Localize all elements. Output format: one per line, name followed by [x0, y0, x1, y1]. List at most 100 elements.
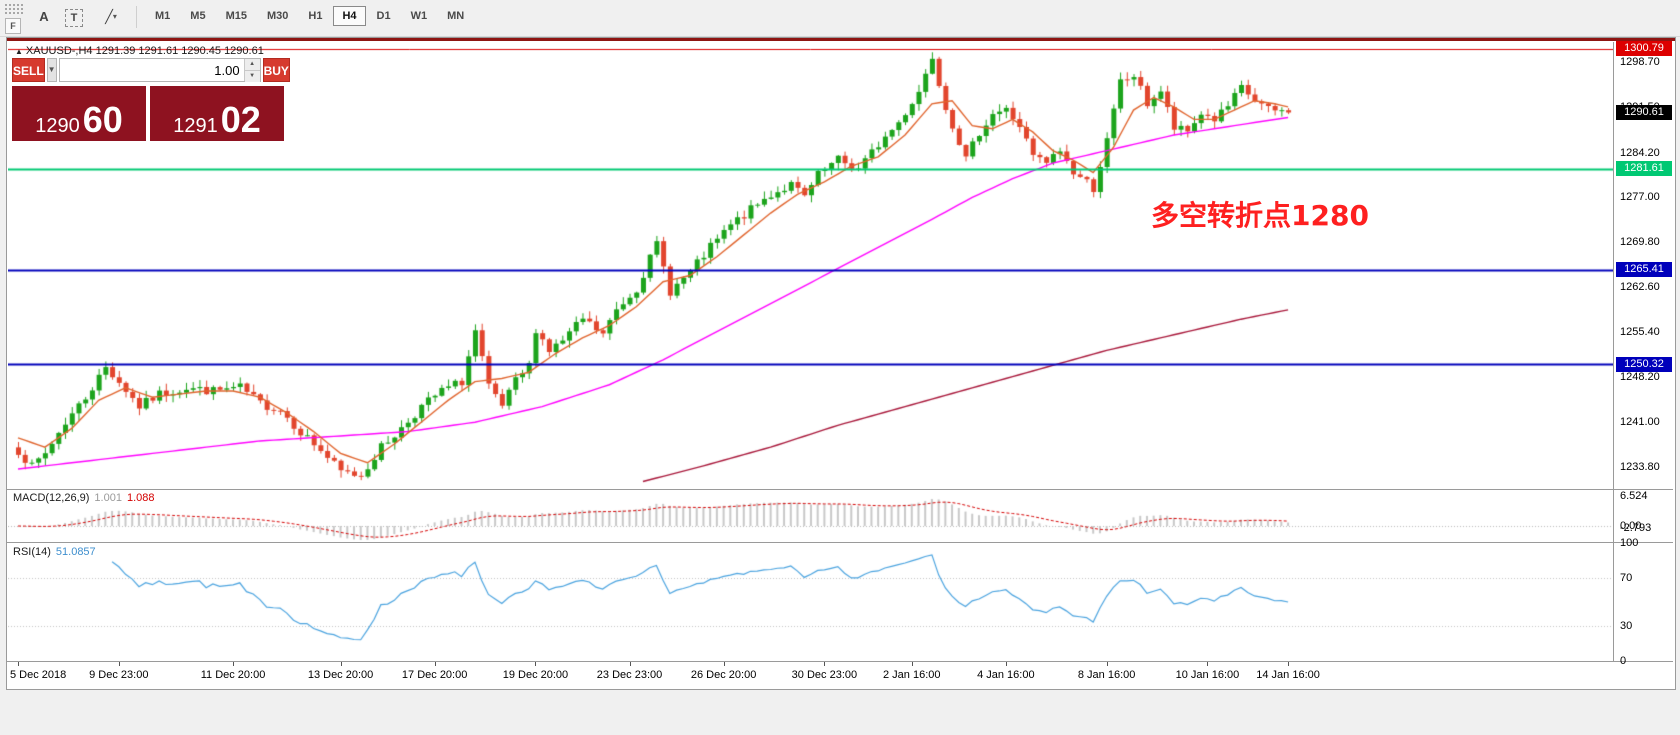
- rsi-axis-label: 30: [1620, 619, 1633, 632]
- chart-window: 1298.701291.501284.201277.001269.801262.…: [6, 37, 1676, 690]
- time-tick-mark: [118, 662, 120, 666]
- time-tick-mark: [1288, 662, 1290, 666]
- timeframe-button-m15[interactable]: M15: [225, 10, 247, 22]
- timeframe-button-m30[interactable]: M30: [266, 10, 289, 22]
- time-tick-mark: [233, 662, 235, 666]
- timeframe-button-h4[interactable]: H4: [333, 6, 366, 26]
- price-line-badge: 1250.32: [1616, 356, 1672, 372]
- volume-field: ▲ ▼: [58, 58, 261, 82]
- chart-top-border: [7, 38, 1675, 41]
- macd-value-1: 1.001: [94, 492, 122, 504]
- time-tick-mark: [629, 662, 631, 666]
- macd-indicator-canvas[interactable]: [8, 490, 1613, 542]
- chart-text-annotation[interactable]: 多空转折点1280: [1151, 199, 1369, 232]
- timeframe-button-h1[interactable]: H1: [308, 10, 323, 22]
- time-tick-label: 19 Dec 20:00: [502, 669, 569, 681]
- chevron-down-icon: ▾: [112, 12, 117, 21]
- rsi-axis-label: 0: [1620, 655, 1627, 667]
- toolbar-drag-handle-icon[interactable]: [4, 3, 24, 15]
- time-tick-label: 2 Jan 16:00: [883, 669, 941, 681]
- time-tick-mark: [535, 662, 537, 666]
- price-tick-label: 1269.80: [1620, 236, 1660, 249]
- rsi-indicator-label: RSI(14) 51.0857: [13, 546, 96, 558]
- time-tick-label: 26 Dec 20:00: [690, 669, 757, 681]
- timeframe-group: M1 M5 M15 M30 H1 H4 D1 W1 MN: [146, 6, 473, 26]
- time-axis[interactable]: 5 Dec 2018 9 Dec 23:00 11 Dec 20:00 13 Dec …: [7, 662, 1613, 688]
- time-tick-label: 23 Dec 23:00: [596, 669, 663, 681]
- price-tick-label: 1248.20: [1620, 371, 1660, 384]
- time-tick-label: 10 Jan 16:00: [1175, 669, 1240, 681]
- price-tick-label: 1298.70: [1620, 55, 1660, 68]
- volume-dropdown-button[interactable]: ▼: [46, 58, 57, 82]
- price-tick-label: 1255.40: [1620, 326, 1660, 339]
- rsi-axis-label: 100: [1620, 537, 1639, 549]
- time-tick-label: 8 Jan 16:00: [1077, 669, 1136, 681]
- time-tick-mark: [1005, 662, 1007, 666]
- time-tick-label: 30 Dec 23:00: [791, 669, 858, 681]
- buy-price-display[interactable]: 1291 02: [150, 86, 284, 141]
- symbol-ohlc: 1291.39 1291.61 1290.45 1290.61: [95, 45, 264, 57]
- spinner-down-icon[interactable]: ▼: [244, 71, 260, 82]
- panel-separator[interactable]: [7, 661, 1673, 662]
- symbol-arrow-icon: ▲: [15, 47, 23, 56]
- volume-input[interactable]: [59, 59, 244, 81]
- time-tick-mark: [434, 662, 436, 666]
- text-label-tool-icon[interactable]: A: [39, 9, 49, 24]
- panel-separator[interactable]: [7, 542, 1673, 543]
- macd-name: MACD(12,26,9): [13, 492, 90, 504]
- axis-separator: [1613, 42, 1614, 661]
- toolbar-separator: [136, 6, 137, 28]
- macd-axis-label: 0.00: [1620, 520, 1642, 532]
- price-tick-label: 1284.20: [1620, 146, 1660, 159]
- timeframe-button-w1[interactable]: W1: [410, 10, 428, 22]
- timeframe-button-d1[interactable]: D1: [376, 10, 391, 22]
- sell-button[interactable]: SELL: [12, 58, 45, 82]
- price-tick-label: 1262.60: [1620, 281, 1660, 294]
- line-tool-dropdown-icon[interactable]: ╱▾: [94, 5, 128, 29]
- time-tick-label: 13 Dec 20:00: [307, 669, 374, 681]
- time-tick-mark: [1207, 662, 1209, 666]
- macd-value-2: 1.088: [126, 492, 155, 504]
- macd-indicator-label: MACD(12,26,9) 1.001 1.088: [13, 492, 154, 504]
- time-tick-label: 17 Dec 20:00: [401, 669, 468, 681]
- panel-separator[interactable]: [7, 489, 1673, 490]
- sell-price-base: 1290: [35, 115, 80, 137]
- toolbar: F A T ╱▾ M1 M5 M15 M30 H1 H4 D1 W1 MN: [0, 0, 1680, 37]
- sell-price-display[interactable]: 1290 60: [12, 86, 146, 141]
- time-tick-mark: [1106, 662, 1108, 666]
- rsi-value: 51.0857: [55, 546, 96, 558]
- price-tick-label: 1233.80: [1620, 461, 1660, 474]
- buy-button[interactable]: BUY: [262, 58, 290, 82]
- one-click-trading-panel: SELL ▼ ▲ ▼ BUY 1290 60 1291: [12, 58, 290, 141]
- timeframe-button-m5[interactable]: M5: [190, 10, 206, 22]
- price-line-badge: 1265.41: [1616, 262, 1672, 278]
- buy-price-pips: 02: [220, 99, 261, 141]
- sell-price-pips: 60: [82, 99, 123, 141]
- time-tick-mark: [340, 662, 342, 666]
- rsi-axis-label: 70: [1620, 572, 1633, 585]
- time-tick-label: 4 Jan 16:00: [977, 669, 1035, 681]
- volume-spinner: ▲ ▼: [243, 59, 260, 82]
- rsi-indicator-canvas[interactable]: [8, 543, 1613, 661]
- text-frame-tool-icon[interactable]: T: [62, 5, 86, 29]
- time-tick-mark: [18, 662, 19, 666]
- line-glyph: ╱: [105, 9, 113, 24]
- t-frame-glyph: T: [65, 9, 83, 27]
- price-line-badge: 1300.79: [1616, 41, 1672, 57]
- timeframe-button-m1[interactable]: M1: [155, 10, 171, 22]
- price-tick-label: 1241.00: [1620, 416, 1660, 429]
- macd-axis-label: 6.524: [1620, 489, 1648, 502]
- time-tick-label: 14 Jan 16:00: [1256, 669, 1320, 681]
- price-axis[interactable]: 1298.701291.501284.201277.001269.801262.…: [1614, 38, 1674, 689]
- toolbar-f-button[interactable]: F: [5, 18, 21, 34]
- time-tick-label: 5 Dec 2018: [10, 669, 67, 681]
- symbol-name: XAUUSD-,H4: [25, 45, 93, 57]
- timeframe-button-mn[interactable]: MN: [447, 10, 465, 22]
- spinner-up-icon[interactable]: ▲: [244, 59, 260, 71]
- time-tick-mark: [723, 662, 725, 666]
- macd-axis-label: -2.793: [1620, 522, 1652, 534]
- buy-price-base: 1291: [173, 115, 218, 137]
- rsi-name: RSI(14): [13, 546, 51, 558]
- time-tick-label: 11 Dec 20:00: [200, 669, 266, 681]
